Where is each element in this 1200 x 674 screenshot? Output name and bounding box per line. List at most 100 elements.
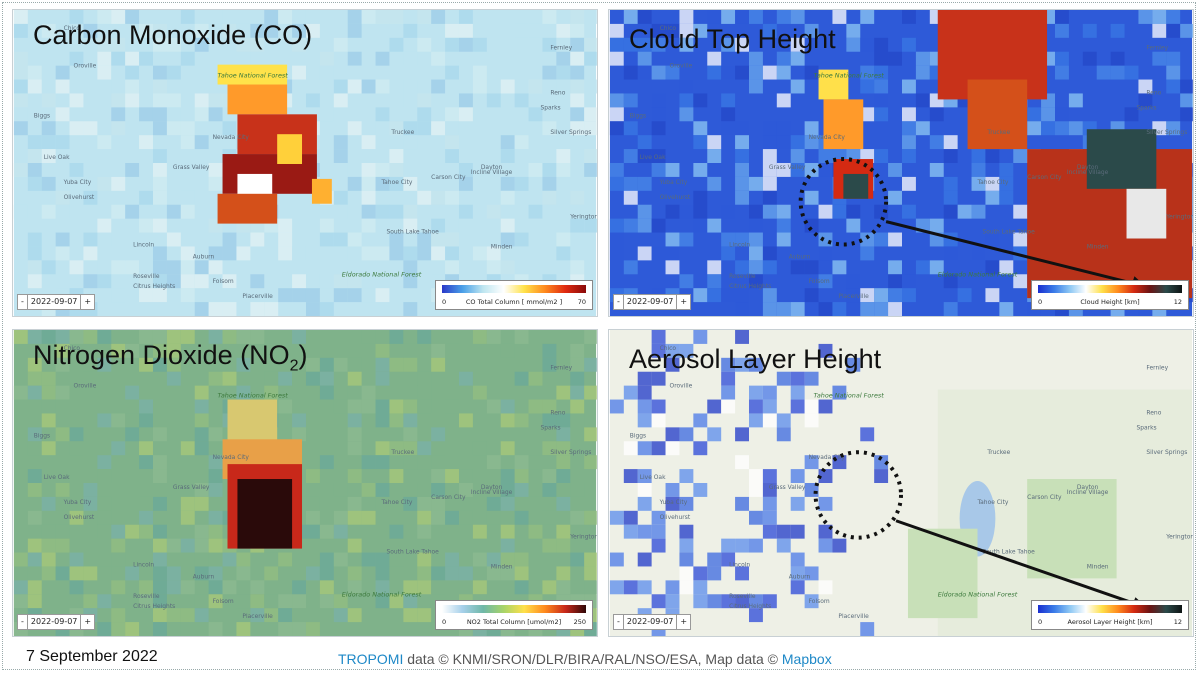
place-label: Oroville bbox=[74, 63, 97, 70]
data-pixel bbox=[431, 469, 446, 483]
data-pixel bbox=[762, 176, 777, 191]
data-pixel bbox=[665, 204, 680, 219]
aerosol-date-next-button[interactable]: + bbox=[676, 615, 690, 629]
place-label: Yerington bbox=[569, 534, 597, 541]
data-pixel bbox=[832, 302, 847, 316]
data-pixel bbox=[1013, 232, 1028, 247]
cloud-map[interactable]: Tahoe National Forest Eldorado National F… bbox=[609, 10, 1193, 316]
data-pixel bbox=[375, 483, 390, 497]
co-date-next-button[interactable]: + bbox=[80, 295, 94, 309]
data-pixel bbox=[1082, 51, 1097, 66]
data-pixel bbox=[111, 65, 126, 80]
data-pixel bbox=[292, 330, 306, 344]
data-pixel bbox=[41, 413, 56, 428]
data-pixel bbox=[319, 455, 334, 470]
data-pixel bbox=[236, 357, 251, 372]
data-pixel bbox=[333, 79, 348, 94]
data-pixel bbox=[637, 469, 652, 483]
place-label: Incline Village bbox=[1067, 489, 1109, 496]
data-pixel bbox=[347, 469, 362, 483]
place-label: Live Oak bbox=[640, 154, 666, 161]
aerosol-map-panel[interactable]: Tahoe National Forest Eldorado National F… bbox=[608, 329, 1194, 637]
place-label: Nevada City bbox=[809, 454, 846, 461]
data-pixel bbox=[762, 413, 777, 428]
tropomi-link[interactable]: TROPOMI bbox=[338, 651, 404, 667]
data-pixel bbox=[693, 441, 708, 456]
data-pixel bbox=[776, 302, 791, 316]
data-pixel bbox=[431, 343, 446, 358]
attribution-credit: TROPOMI data © KNMI/SRON/DLR/BIRA/RAL/NS… bbox=[338, 651, 832, 667]
data-pixel bbox=[846, 302, 861, 316]
data-pixel bbox=[458, 23, 473, 38]
place-label: Auburn bbox=[789, 253, 811, 260]
data-pixel bbox=[361, 483, 376, 497]
data-pixel bbox=[735, 357, 749, 372]
data-pixel bbox=[319, 552, 334, 567]
cloud-date-next-button[interactable]: + bbox=[676, 295, 690, 309]
co-date-prev-button[interactable]: - bbox=[18, 295, 28, 309]
data-pixel bbox=[97, 37, 112, 52]
data-pixel bbox=[166, 566, 181, 581]
data-pixel bbox=[278, 288, 293, 303]
data-pixel bbox=[790, 10, 805, 24]
data-pixel bbox=[762, 246, 777, 261]
data-pixel bbox=[208, 371, 223, 386]
data-pixel bbox=[556, 580, 571, 595]
data-pixel bbox=[846, 37, 861, 52]
place-label: Roseville bbox=[729, 593, 756, 600]
data-pixel bbox=[152, 357, 167, 372]
place-label: Reno bbox=[550, 409, 565, 416]
data-pixel bbox=[637, 51, 652, 66]
data-pixel bbox=[860, 302, 875, 316]
data-pixel bbox=[570, 121, 585, 136]
place-label: Chico bbox=[660, 345, 677, 352]
data-pixel bbox=[194, 23, 209, 38]
mapbox-link[interactable]: Mapbox bbox=[781, 651, 832, 667]
no2-date-prev-button[interactable]: - bbox=[18, 615, 28, 629]
cloud-date-prev-button[interactable]: - bbox=[614, 295, 624, 309]
aerosol-panel-title: Aerosol Layer Height bbox=[629, 344, 882, 374]
data-pixel bbox=[347, 65, 362, 80]
co-map-panel[interactable]: Tahoe National Forest Eldorado National F… bbox=[12, 9, 598, 317]
data-pixel bbox=[1110, 65, 1125, 80]
no2-colorbar bbox=[442, 605, 586, 613]
data-pixel bbox=[762, 288, 777, 303]
data-pixel bbox=[790, 51, 805, 66]
data-pixel bbox=[319, 580, 334, 595]
data-pixel bbox=[111, 580, 126, 595]
data-pixel bbox=[651, 371, 666, 386]
data-pixel bbox=[874, 51, 889, 66]
co-legend-min: 0 bbox=[442, 298, 447, 306]
no2-map-panel[interactable]: Tahoe National Forest Eldorado National F… bbox=[12, 329, 598, 637]
data-pixel bbox=[748, 538, 763, 553]
data-pixel bbox=[111, 79, 126, 94]
data-pixel bbox=[818, 274, 833, 289]
place-label: South Lake Tahoe bbox=[982, 549, 1035, 556]
no2-title-subscript: 2 bbox=[289, 357, 299, 375]
data-pixel bbox=[55, 496, 70, 511]
data-pixel bbox=[69, 427, 84, 442]
data-pixel bbox=[417, 455, 432, 470]
no2-date-next-button[interactable]: + bbox=[80, 615, 94, 629]
aerosol-map[interactable]: Tahoe National Forest Eldorado National F… bbox=[609, 330, 1193, 636]
data-pixel bbox=[1180, 79, 1193, 94]
cloud-map-panel[interactable]: Tahoe National Forest Eldorado National F… bbox=[608, 9, 1194, 317]
data-pixel bbox=[584, 385, 597, 400]
data-pixel bbox=[735, 10, 749, 24]
data-pixel bbox=[1180, 23, 1193, 38]
aerosol-date-prev-button[interactable]: - bbox=[614, 615, 624, 629]
data-pixel bbox=[403, 204, 418, 219]
aerosol-map-labels: Tahoe National Forest Eldorado National F… bbox=[630, 345, 1193, 620]
co-map[interactable]: Tahoe National Forest Eldorado National F… bbox=[13, 10, 597, 316]
data-pixel bbox=[417, 107, 432, 122]
data-pixel bbox=[292, 608, 306, 623]
place-label: Grass Valley bbox=[769, 164, 806, 171]
data-pixel bbox=[333, 608, 348, 623]
data-pixel bbox=[623, 510, 638, 525]
data-pixel bbox=[208, 107, 223, 122]
no2-map[interactable]: Tahoe National Forest Eldorado National F… bbox=[13, 330, 597, 636]
place-label: Chico bbox=[64, 25, 81, 32]
data-pixel bbox=[361, 330, 376, 344]
data-pixel bbox=[166, 357, 181, 372]
data-pixel bbox=[901, 176, 916, 191]
